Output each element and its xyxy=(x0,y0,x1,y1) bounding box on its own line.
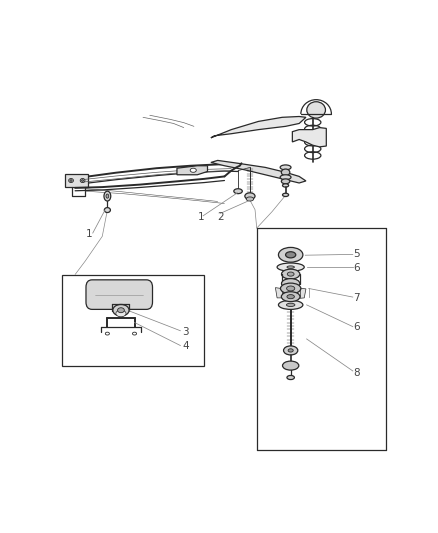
Text: 6: 6 xyxy=(353,322,360,333)
Text: 3: 3 xyxy=(182,327,189,336)
Ellipse shape xyxy=(132,332,137,335)
FancyBboxPatch shape xyxy=(65,174,88,187)
Polygon shape xyxy=(211,160,306,183)
Ellipse shape xyxy=(286,252,296,258)
Ellipse shape xyxy=(80,179,85,183)
Polygon shape xyxy=(276,288,306,298)
Ellipse shape xyxy=(280,165,291,170)
Polygon shape xyxy=(293,127,326,147)
Ellipse shape xyxy=(281,169,290,175)
Text: 2: 2 xyxy=(217,212,224,222)
Ellipse shape xyxy=(307,102,325,118)
Ellipse shape xyxy=(287,272,294,276)
Ellipse shape xyxy=(281,179,290,184)
Ellipse shape xyxy=(282,269,300,279)
Ellipse shape xyxy=(287,266,294,268)
Ellipse shape xyxy=(246,197,254,201)
Ellipse shape xyxy=(286,286,295,291)
Text: 7: 7 xyxy=(353,293,360,303)
Ellipse shape xyxy=(288,349,293,352)
Ellipse shape xyxy=(279,301,303,309)
Ellipse shape xyxy=(283,361,299,370)
Text: 1: 1 xyxy=(198,212,204,222)
Ellipse shape xyxy=(245,193,255,199)
Ellipse shape xyxy=(279,247,303,262)
Ellipse shape xyxy=(104,207,110,213)
FancyBboxPatch shape xyxy=(61,276,204,366)
Text: 6: 6 xyxy=(353,263,360,272)
Ellipse shape xyxy=(113,304,129,316)
Text: 4: 4 xyxy=(182,341,189,351)
Ellipse shape xyxy=(287,295,294,298)
Ellipse shape xyxy=(283,346,298,355)
Text: 5: 5 xyxy=(353,249,360,260)
Ellipse shape xyxy=(190,168,196,172)
Ellipse shape xyxy=(282,279,300,288)
FancyBboxPatch shape xyxy=(86,280,152,309)
Ellipse shape xyxy=(281,292,300,302)
Polygon shape xyxy=(177,166,208,175)
Ellipse shape xyxy=(116,310,126,317)
Text: 8: 8 xyxy=(353,368,360,377)
Polygon shape xyxy=(211,117,306,138)
Ellipse shape xyxy=(287,375,294,379)
Ellipse shape xyxy=(286,303,295,306)
Ellipse shape xyxy=(81,180,84,181)
Ellipse shape xyxy=(283,193,289,197)
Ellipse shape xyxy=(69,179,74,183)
Ellipse shape xyxy=(280,283,301,294)
Ellipse shape xyxy=(280,175,291,180)
Text: 1: 1 xyxy=(85,229,92,239)
Ellipse shape xyxy=(104,191,111,201)
Ellipse shape xyxy=(277,263,304,271)
Ellipse shape xyxy=(106,194,109,198)
Ellipse shape xyxy=(105,332,110,335)
Ellipse shape xyxy=(283,184,289,187)
Ellipse shape xyxy=(234,189,242,193)
Ellipse shape xyxy=(70,180,72,181)
Ellipse shape xyxy=(117,308,124,313)
